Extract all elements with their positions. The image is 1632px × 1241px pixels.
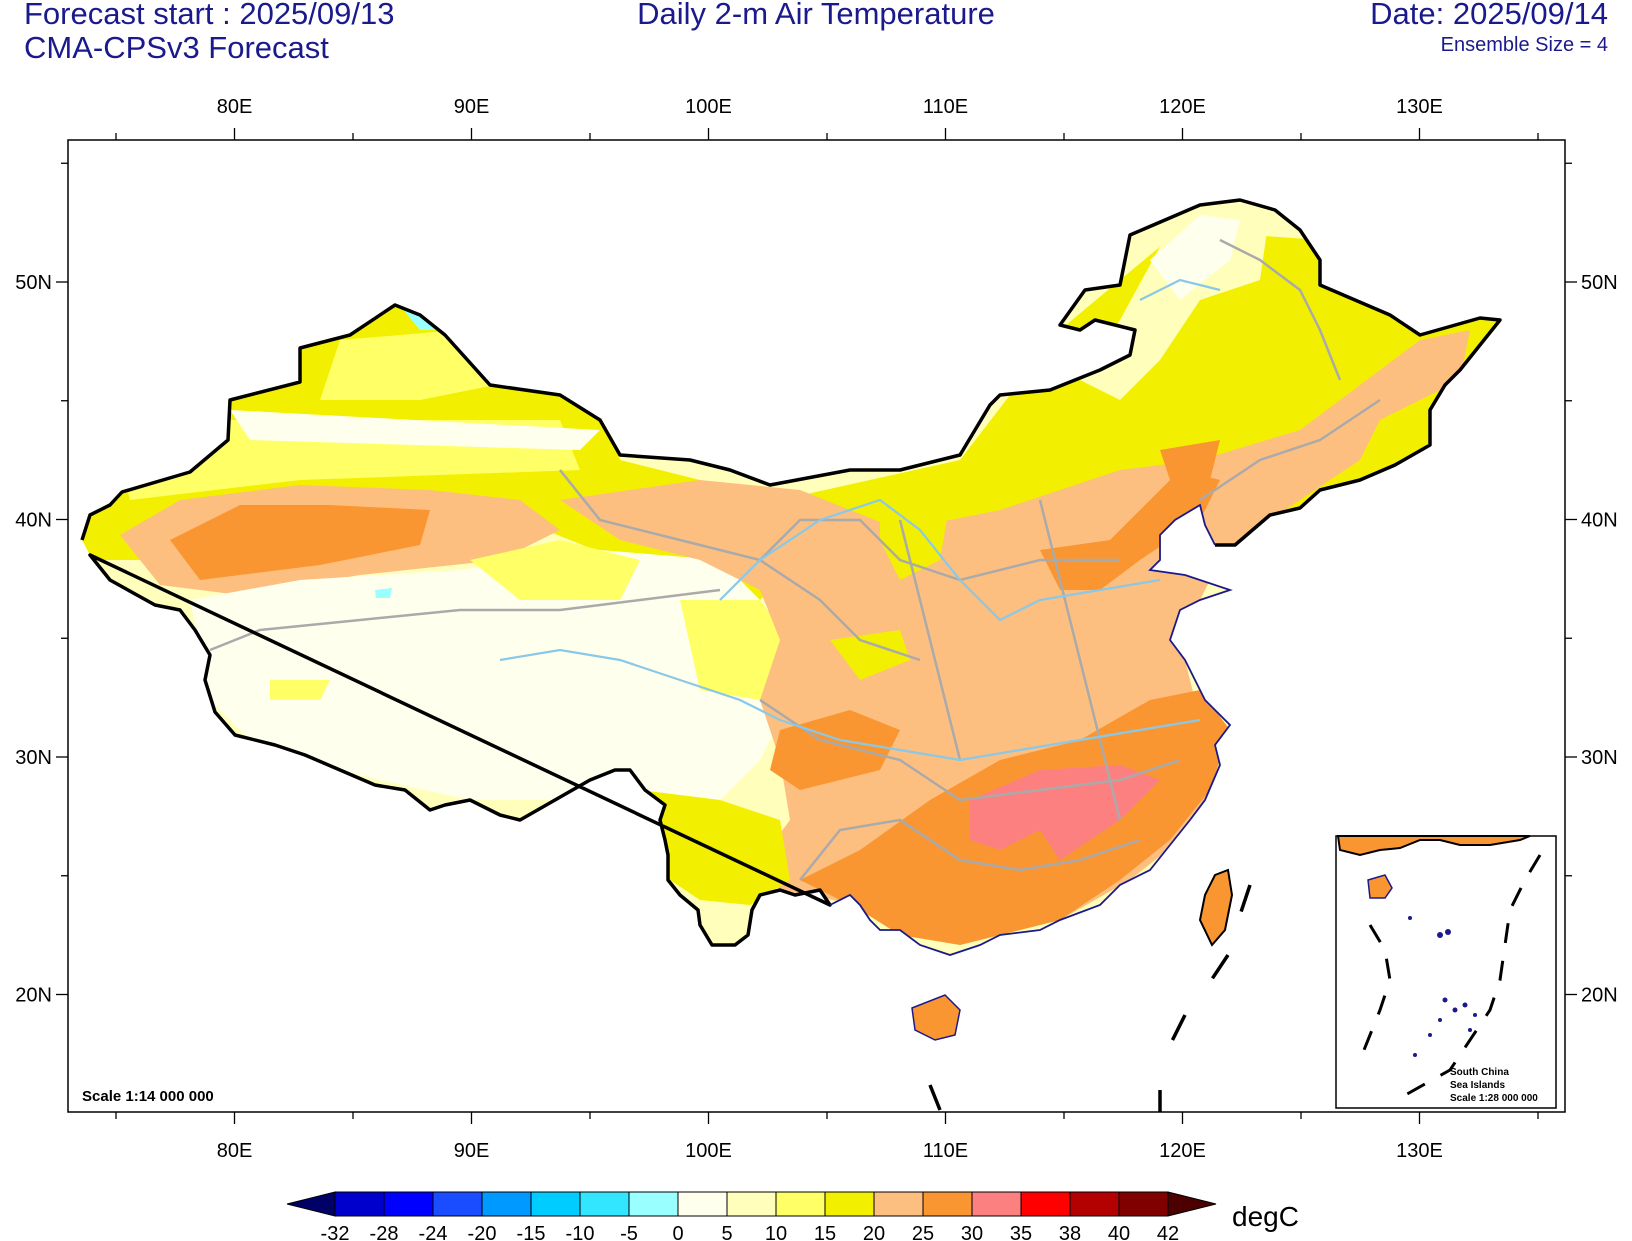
colorbar-end-high	[1167, 1191, 1217, 1217]
colorbar-unit: degC	[1232, 1201, 1299, 1232]
colorbar-label: -32	[321, 1223, 350, 1241]
inset-label-line3: Scale 1:28 000 000	[1450, 1093, 1538, 1104]
colorbar-swatch	[530, 1191, 581, 1217]
colorbar-swatch	[579, 1191, 630, 1217]
colorbar-label: 30	[961, 1223, 983, 1241]
rivers	[499, 278, 1221, 762]
inset-frame	[1335, 835, 1557, 1109]
inset-label-line1: South China	[1450, 1067, 1509, 1078]
lat-label-right: 40N	[1581, 510, 1618, 532]
colorbar-swatch	[481, 1191, 532, 1217]
colorbar: -32 -28 -24 -20 -15 -10 -5 0 5 10 15 20 25 30 35 38 40 42	[286, 1191, 1217, 1241]
colorbar-end-low	[286, 1191, 336, 1217]
inset-label-line2: Sea Islands	[1450, 1080, 1505, 1091]
colorbar-label: 20	[863, 1223, 885, 1241]
colorbar-swatch	[824, 1191, 875, 1217]
colorbar-swatch	[971, 1191, 1022, 1217]
colorbar-label: -10	[566, 1223, 595, 1241]
colorbar-swatch	[775, 1191, 826, 1217]
lon-label-bottom: 110E	[923, 1140, 968, 1162]
maritime-boundary	[928, 884, 1252, 1112]
province-boundaries	[209, 238, 1381, 881]
lon-label-bottom: 90E	[454, 1140, 490, 1162]
lon-label-top: 110E	[923, 96, 968, 118]
colorbar-swatch	[334, 1191, 385, 1217]
inset-islands	[1408, 916, 1477, 1057]
lon-label-top: 120E	[1159, 96, 1206, 118]
ensemble-size-label: Ensemble Size = 4	[1440, 34, 1608, 56]
lon-label-top: 130E	[1396, 96, 1443, 118]
axis-ticks: 80E 80E 90E 90E 100E 100E 110E 110E 120E 120E 130E…	[15, 96, 1617, 1162]
colorbar-swatch	[432, 1191, 483, 1217]
colorbar-label: 0	[672, 1223, 683, 1241]
lon-label-top: 90E	[454, 96, 490, 118]
colorbar-swatch	[383, 1191, 434, 1217]
lon-label-bottom: 100E	[685, 1140, 732, 1162]
colorbar-swatch	[873, 1191, 924, 1217]
national-border	[80, 198, 1502, 947]
taiwan-island	[1198, 868, 1234, 947]
hainan-island	[911, 994, 961, 1041]
lat-label-right: 20N	[1581, 985, 1618, 1007]
colorbar-swatch	[1020, 1191, 1071, 1217]
inset-coast	[1336, 835, 1531, 857]
colorbar-label: 40	[1108, 1223, 1130, 1241]
lat-label-left: 20N	[15, 985, 52, 1007]
inset-nine-dash	[1358, 854, 1542, 1100]
colorbar-label: 25	[912, 1223, 934, 1241]
lat-label-right: 30N	[1581, 747, 1618, 769]
colorbar-label: -28	[370, 1223, 399, 1241]
colorbar-label: 10	[765, 1223, 787, 1241]
lat-label-left: 50N	[15, 272, 52, 294]
colorbar-label: -5	[620, 1223, 638, 1241]
colorbar-swatch	[922, 1191, 973, 1217]
colorbar-label: 5	[721, 1223, 732, 1241]
colorbar-label: -20	[468, 1223, 497, 1241]
lat-label-left: 30N	[15, 747, 52, 769]
colorbar-label: 42	[1157, 1223, 1179, 1241]
colorbar-label: 35	[1010, 1223, 1032, 1241]
coastline	[829, 503, 1233, 956]
lat-label-left: 40N	[15, 510, 52, 532]
colorbar-swatch	[726, 1191, 777, 1217]
map-title: Daily 2-m Air Temperature	[637, 0, 995, 31]
lon-label-bottom: 80E	[217, 1140, 253, 1162]
model-label: CMA-CPSv3 Forecast	[24, 30, 329, 65]
map-scale-label: Scale 1:14 000 000	[82, 1088, 214, 1105]
colorbar-swatch	[677, 1191, 728, 1217]
colorbar-label: 38	[1059, 1223, 1081, 1241]
lat-label-right: 50N	[1581, 272, 1618, 294]
colorbar-label: -24	[419, 1223, 448, 1241]
lon-label-top: 100E	[685, 96, 732, 118]
inset-hainan	[1367, 874, 1393, 899]
date-label: Date: 2025/09/14	[1370, 0, 1608, 31]
lon-label-top: 80E	[217, 96, 253, 118]
lon-label-bottom: 120E	[1159, 1140, 1206, 1162]
colorbar-swatch	[628, 1191, 679, 1217]
forecast-start-label: Forecast start : 2025/09/13	[24, 0, 395, 31]
colorbar-label: -15	[517, 1223, 546, 1241]
lon-label-bottom: 130E	[1396, 1140, 1443, 1162]
colorbar-swatch	[1118, 1191, 1169, 1217]
colorbar-label: 15	[814, 1223, 836, 1241]
colorbar-swatch	[1069, 1191, 1120, 1217]
